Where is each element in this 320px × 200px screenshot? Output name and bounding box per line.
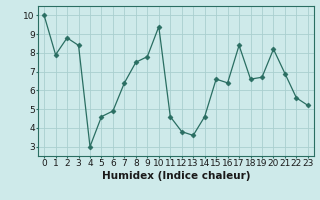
X-axis label: Humidex (Indice chaleur): Humidex (Indice chaleur) bbox=[102, 171, 250, 181]
